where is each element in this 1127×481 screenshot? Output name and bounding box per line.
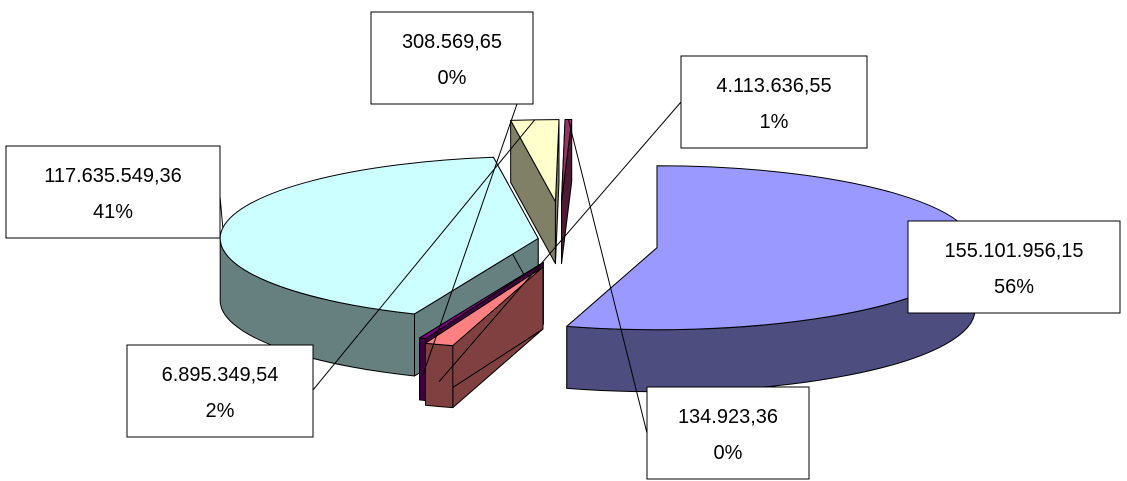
data-label-value: 117.635.549,36 <box>44 165 182 187</box>
data-label-box <box>126 344 314 438</box>
leader-line-2 <box>438 101 682 383</box>
data-label-box <box>370 11 534 105</box>
data-label-6: 134.923,36 0% <box>646 386 810 480</box>
pie-slice-1 <box>566 165 976 393</box>
data-label-percent: 41% <box>93 201 133 223</box>
data-label-percent: 0% <box>438 67 467 89</box>
data-label-box <box>907 220 1121 314</box>
pie-slice-6 <box>561 119 573 265</box>
pie-slice-2 <box>424 266 544 409</box>
leader-line-3 <box>422 57 534 376</box>
data-label-value: 134.923,36 <box>678 406 778 428</box>
data-label-percent: 1% <box>760 111 789 133</box>
data-label-box <box>680 55 868 149</box>
data-label-box <box>646 386 810 480</box>
data-label-1: 155.101.956,15 56% <box>907 220 1121 314</box>
data-label-3: 308.569,65 0% <box>370 11 534 105</box>
data-label-box <box>5 145 221 239</box>
data-label-percent: 56% <box>994 276 1034 298</box>
data-label-percent: 0% <box>714 442 743 464</box>
leader-line-6 <box>567 119 648 434</box>
slices-layer <box>219 119 976 409</box>
data-labels: 155.101.956,15 56% 4.113.636,55 1% 308.569,6… <box>5 11 1121 480</box>
leader-line-5 <box>312 119 536 391</box>
data-label-4: 117.635.549,36 41% <box>5 145 221 239</box>
data-label-value: 4.113.636,55 <box>716 75 831 97</box>
data-label-value: 155.101.956,15 <box>944 240 1083 262</box>
pie-slice-5 <box>510 119 560 265</box>
data-label-value: 308.569,65 <box>402 31 502 53</box>
data-label-value: 6.895.349,54 <box>162 364 279 386</box>
data-label-2: 4.113.636,55 1% <box>680 55 868 149</box>
data-label-percent: 2% <box>206 400 235 422</box>
data-label-5: 6.895.349,54 2% <box>126 344 314 438</box>
